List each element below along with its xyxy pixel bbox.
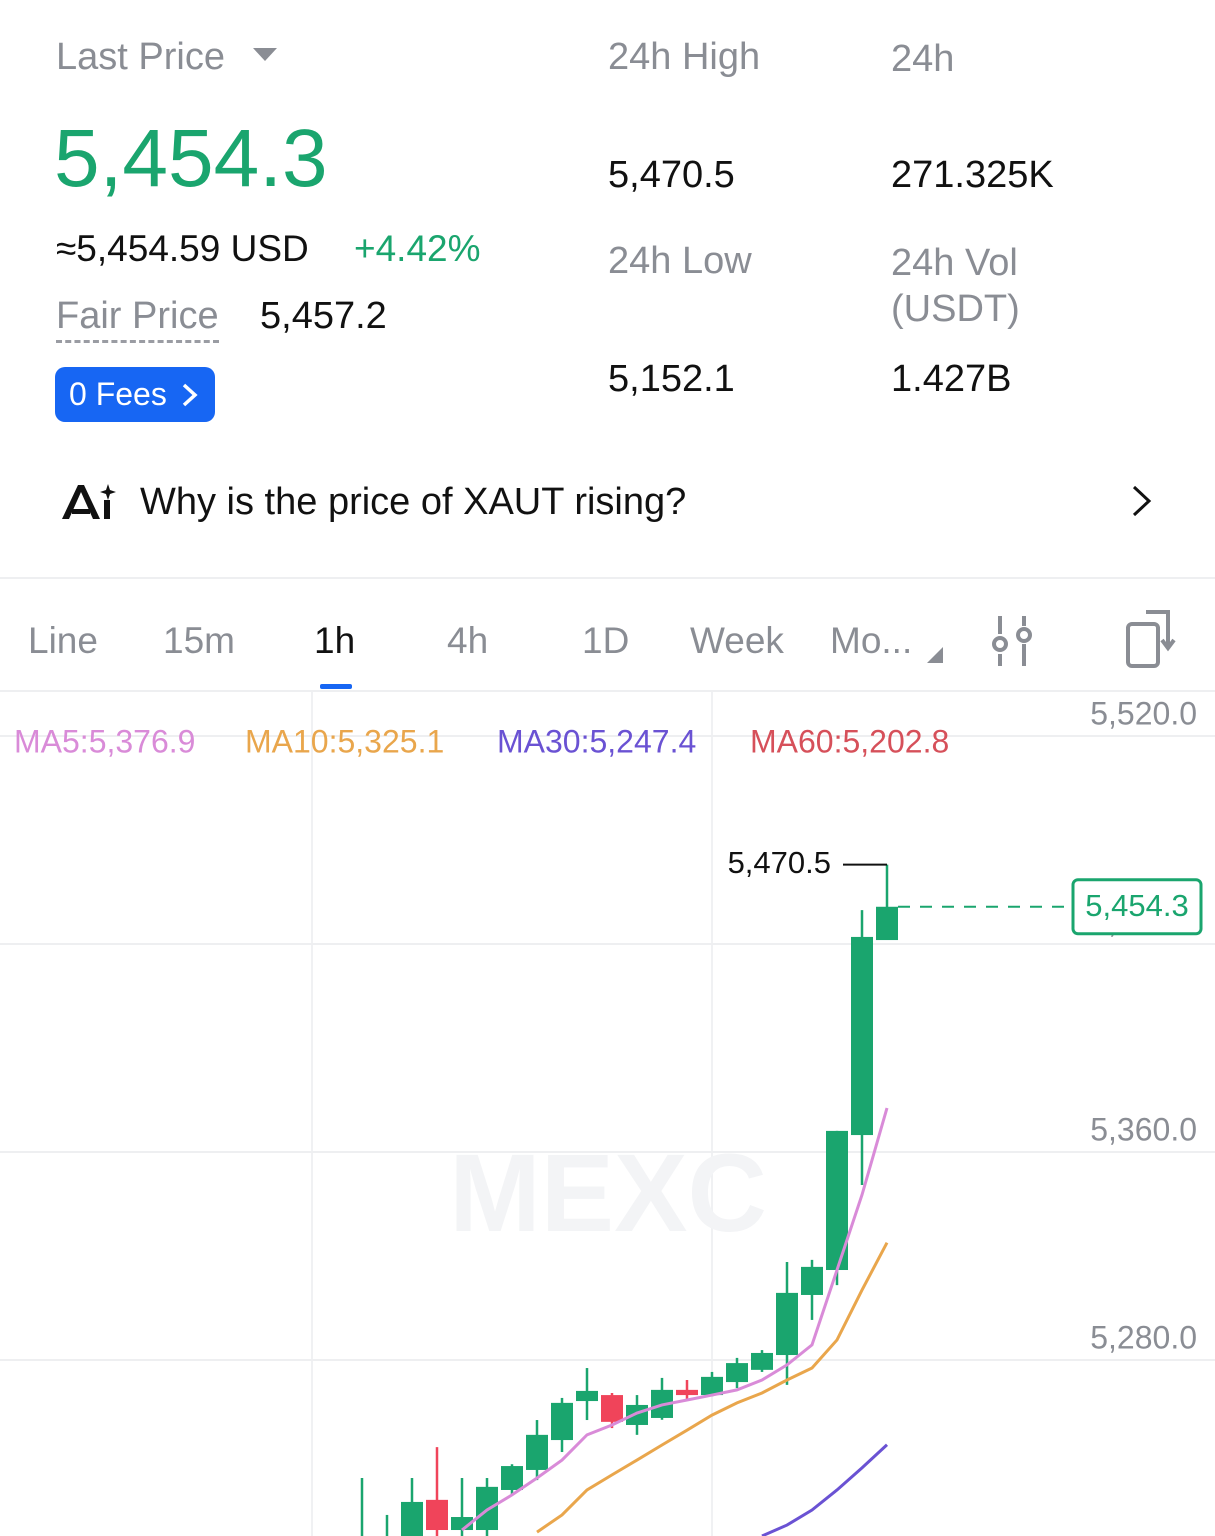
insight-chevron[interactable] — [1130, 484, 1154, 518]
high-value: 5,470.5 — [608, 154, 735, 196]
fees-button[interactable]: 0 Fees — [55, 367, 215, 422]
candle-body — [501, 1466, 523, 1490]
fair-price-label[interactable]: Fair Price — [56, 295, 219, 343]
high-marker-label: 5,470.5 — [728, 845, 831, 880]
ai-icon — [62, 484, 116, 519]
watermark: MEXC — [449, 1132, 767, 1255]
candle-body — [526, 1434, 548, 1470]
vol-gold-value: 271.325K — [891, 154, 1054, 196]
ma-line — [461, 1107, 889, 1532]
legend-entry: MA10:5,325.1 — [245, 723, 444, 759]
candle-body — [876, 906, 898, 941]
low-label: 24h Low — [608, 240, 752, 282]
last-price-label: 5,454.3 — [1085, 888, 1188, 923]
candle-body — [401, 1501, 423, 1536]
usd-price: ≈5,454.59 USD — [56, 228, 309, 269]
candle-body — [701, 1376, 723, 1396]
y-tick-label: 5,520.0 — [1090, 695, 1197, 731]
indicator-icon[interactable] — [988, 614, 1038, 670]
legend-entry: MA30:5,247.4 — [497, 723, 696, 759]
candle-body — [626, 1404, 648, 1425]
vol-usdt-value: 1.427B — [891, 358, 1012, 400]
vol-gold-text: 24h Vol(GOLD... — [891, 38, 1215, 80]
last-price-box — [1071, 878, 1203, 936]
tab[interactable]: 1h — [314, 620, 355, 689]
candle-body — [801, 1266, 823, 1295]
vol-usdt-label: 24h Vol (USDT) — [891, 242, 1020, 330]
ma-line — [536, 1242, 889, 1534]
divider — [0, 690, 1215, 692]
tab-underline — [320, 684, 352, 689]
ma-line — [761, 1443, 889, 1536]
fees-text: 0 Fees — [69, 376, 167, 412]
candle-body — [851, 936, 873, 1136]
candle-body — [826, 1130, 848, 1271]
rotate-icon[interactable] — [1124, 608, 1178, 670]
candle-body — [601, 1395, 623, 1422]
divider — [0, 577, 1215, 579]
y-tick-label: 5,360.0 — [1090, 1111, 1197, 1147]
price-change: +4.42% — [354, 228, 481, 269]
chevron — [182, 383, 198, 407]
legend-entry: MA60:5,202.8 — [750, 723, 949, 759]
tab[interactable]: 1D — [582, 620, 630, 661]
tab[interactable]: Line — [28, 620, 98, 661]
vol-gold-label: 24h Vol(GOLD... — [891, 36, 1215, 82]
chart: MEXC 5,520.05,440.05,360.05,280.0MA5:5,3… — [0, 692, 1215, 1536]
legend-entry: MA5:5,376.9 — [14, 723, 195, 759]
candle-body — [726, 1363, 748, 1383]
candle-body — [551, 1402, 573, 1441]
tab[interactable]: 15m — [163, 620, 235, 661]
tab[interactable]: Mo... — [830, 620, 913, 661]
candle-body — [751, 1352, 773, 1370]
candle-body — [776, 1292, 798, 1356]
tab-more-icon — [927, 647, 943, 663]
candle-body — [576, 1390, 598, 1402]
y-tick-label: 5,280.0 — [1090, 1319, 1197, 1355]
tab[interactable]: Week — [690, 620, 784, 661]
last-price: 5,454.3 — [54, 113, 328, 204]
high-label: 24h High — [608, 36, 761, 78]
fair-price: 5,457.2 — [260, 295, 387, 337]
tab[interactable]: 4h — [447, 620, 489, 661]
dropdown-icon[interactable] — [252, 47, 278, 63]
candle-body — [426, 1499, 448, 1531]
low-value: 5,152.1 — [608, 358, 735, 400]
candle-body — [676, 1389, 698, 1396]
insight-text[interactable]: Why is the price of XAUT rising? — [140, 481, 687, 523]
last-price-label[interactable]: Last Price — [56, 36, 225, 78]
